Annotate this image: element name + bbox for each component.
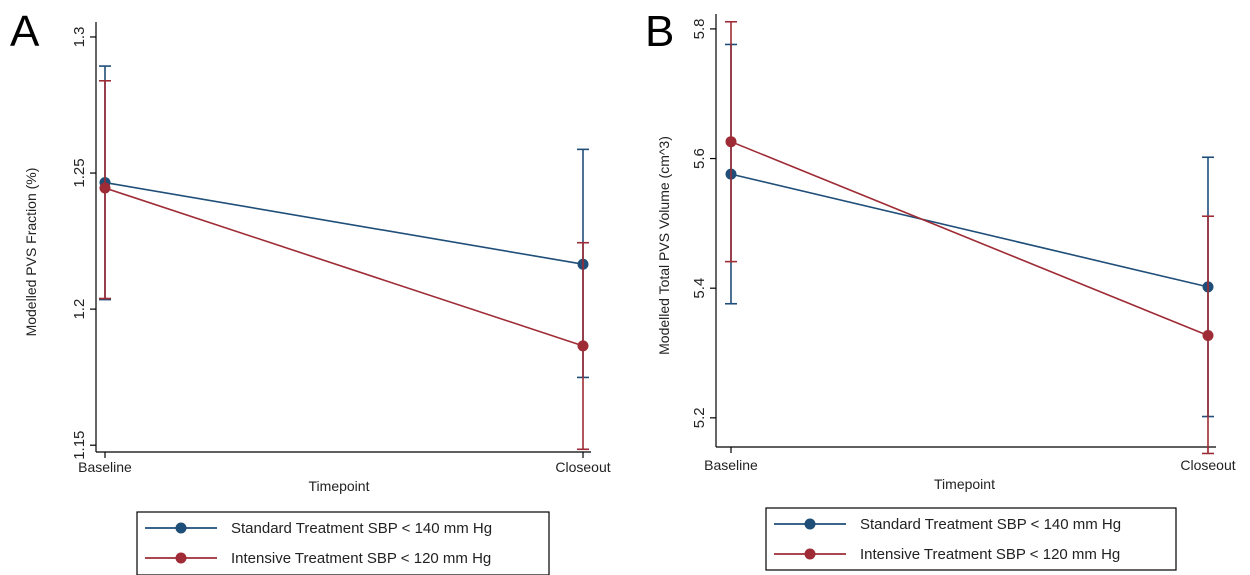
legend-box bbox=[136, 511, 550, 575]
legend-marker bbox=[804, 518, 816, 530]
series-line bbox=[104, 187, 584, 347]
data-point bbox=[99, 182, 111, 194]
legend: Standard Treatment SBP < 140 mm Hg Intens… bbox=[765, 507, 1177, 571]
y-tick-label: 1.3 bbox=[71, 27, 88, 48]
y-tick-label: 1.15 bbox=[71, 431, 88, 460]
legend-marker bbox=[804, 548, 816, 560]
legend-label: Intensive Treatment SBP < 120 mm Hg bbox=[231, 550, 491, 567]
x-axis-title: Timepoint bbox=[309, 478, 370, 494]
x-tick-label: Baseline bbox=[704, 457, 758, 473]
x-tick-label: Baseline bbox=[78, 459, 132, 475]
chart-panel-2: B 5.2 5.4 5.6 5.8 Modelled Total PVS Volume (… bbox=[645, 7, 1236, 571]
legend-label: Intensive Treatment SBP < 120 mm Hg bbox=[860, 546, 1120, 563]
y-tick-label: 1.2 bbox=[71, 299, 88, 320]
y-axis-title: Modelled Total PVS Volume (cm^3) bbox=[656, 136, 672, 355]
y-tick-label: 5.4 bbox=[691, 278, 708, 299]
data-point bbox=[1202, 330, 1214, 342]
y-tick-label: 5.6 bbox=[691, 148, 708, 169]
y-tick-label: 5.2 bbox=[691, 407, 708, 428]
series-line bbox=[104, 181, 584, 266]
data-point bbox=[577, 340, 589, 352]
panel-letter: B bbox=[645, 7, 674, 56]
legend-label: Standard Treatment SBP < 140 mm Hg bbox=[860, 516, 1121, 533]
series-line bbox=[730, 140, 1209, 337]
legend-marker bbox=[175, 552, 187, 564]
legend-box bbox=[765, 507, 1177, 571]
x-tick-label: Closeout bbox=[555, 459, 610, 475]
panel-letter: A bbox=[10, 7, 40, 56]
data-point bbox=[725, 136, 737, 148]
legend: Standard Treatment SBP < 140 mm Hg Intens… bbox=[136, 511, 550, 575]
legend-label: Standard Treatment SBP < 140 mm Hg bbox=[231, 520, 492, 537]
y-axis-title: Modelled PVS Fraction (%) bbox=[23, 168, 39, 337]
x-tick-label: Closeout bbox=[1180, 457, 1235, 473]
y-tick-label: 1.25 bbox=[71, 158, 88, 187]
y-tick-label: 5.8 bbox=[691, 18, 708, 39]
chart-panel-1: A 1.15 1.2 1.25 1.3 Modelled PVS Fraction (%)… bbox=[10, 7, 611, 575]
series-line bbox=[730, 173, 1209, 288]
x-axis-title: Timepoint bbox=[934, 476, 995, 492]
legend-marker bbox=[175, 522, 187, 534]
